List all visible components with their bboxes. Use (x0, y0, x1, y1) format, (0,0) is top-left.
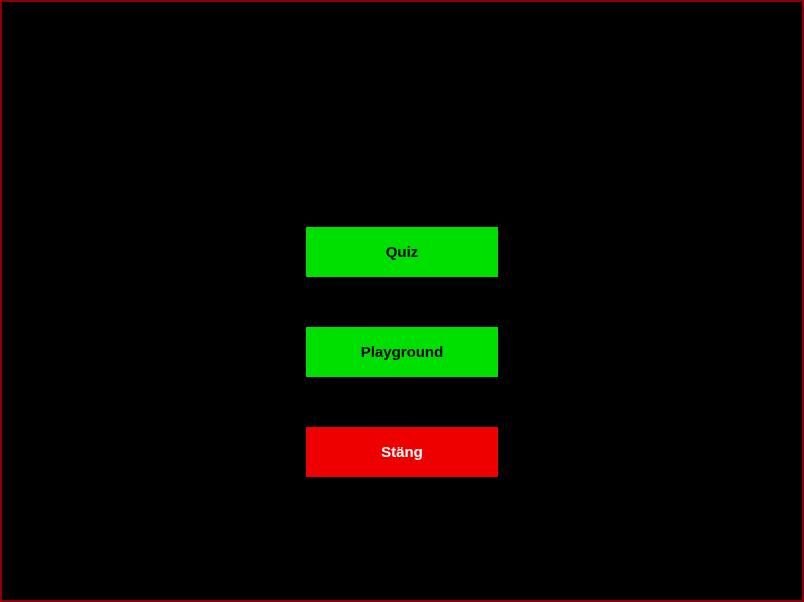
playground-button[interactable]: Playground (306, 327, 498, 377)
main-menu: Quiz Playground Stäng (306, 227, 498, 477)
close-button[interactable]: Stäng (306, 427, 498, 477)
quiz-button[interactable]: Quiz (306, 227, 498, 277)
